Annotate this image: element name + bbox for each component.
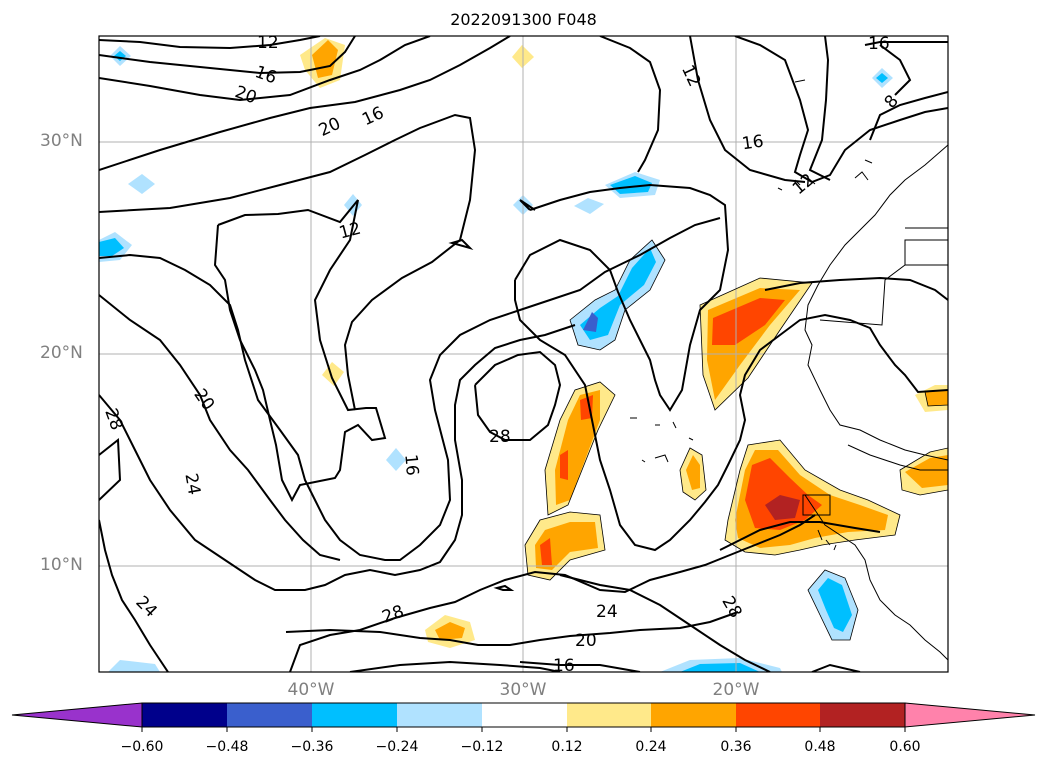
contour-label: 28 <box>489 427 511 447</box>
contour-label: 20 <box>232 82 259 108</box>
colorbar-segment <box>397 703 482 727</box>
lon-label-40w: 40°W <box>287 680 335 700</box>
colorbar-tick-label: −0.48 <box>205 739 249 755</box>
colorbar-segment <box>820 703 905 727</box>
lat-label-30n: 30°N <box>40 131 83 151</box>
map-title: 2022091300 F048 <box>450 10 597 29</box>
contour-label: 28 <box>380 602 407 628</box>
colorbar-segment <box>482 703 567 727</box>
contour-label: 24 <box>180 472 203 497</box>
coastlines <box>630 79 948 661</box>
colorbar-tick-label: −0.12 <box>460 739 504 755</box>
contour-label: 16 <box>252 62 279 88</box>
lon-label-20w: 20°W <box>712 680 760 700</box>
contour-label: 8 <box>881 91 903 112</box>
contour-label: 20 <box>189 385 218 414</box>
colorbar-tickmarks <box>141 727 906 732</box>
colorbar-tick-label: 0.24 <box>635 739 667 755</box>
colorbar-segment <box>736 703 820 727</box>
lon-label-30w: 30°W <box>499 680 547 700</box>
colorbar-frame <box>141 702 906 728</box>
colorbar-extend-low <box>11 702 143 728</box>
negative-shading <box>99 46 893 672</box>
contour-label: 16 <box>741 131 765 154</box>
contour-label: 28 <box>100 406 126 433</box>
contour-label: 16 <box>359 103 387 130</box>
lat-label-10n: 10°N <box>40 555 83 575</box>
colorbar-extend-high <box>904 702 1036 728</box>
colorbar-tick-label: −0.36 <box>290 739 334 755</box>
positive-shading <box>300 38 948 648</box>
colorbar-tick-label: 0.60 <box>889 739 921 755</box>
contour-label: 16 <box>553 656 575 676</box>
colorbar-segment <box>312 703 397 727</box>
thin-contours <box>524 239 948 641</box>
colorbar-segment <box>142 703 227 727</box>
colorbar-tick-label: 0.12 <box>551 739 583 755</box>
colorbar <box>11 702 1036 732</box>
contour-label: 20 <box>575 631 597 651</box>
contour-lines <box>99 36 948 672</box>
lat-label-20n: 20°N <box>40 343 83 363</box>
colorbar-tick-label: 0.48 <box>804 739 836 755</box>
contour-label: 16 <box>400 453 422 476</box>
contour-label: 24 <box>131 592 160 621</box>
plot-frame <box>98 35 949 673</box>
contour-label: 16 <box>868 34 890 54</box>
contour-label: 12 <box>337 219 363 244</box>
colorbar-segment <box>651 703 736 727</box>
colorbar-segment <box>567 703 651 727</box>
contour-label: 24 <box>596 602 618 622</box>
colorbar-segment <box>227 703 312 727</box>
contour-label: 12 <box>789 170 818 199</box>
contour-label: 20 <box>316 114 344 141</box>
contour-label: 12 <box>257 33 279 53</box>
colorbar-tick-label: −0.24 <box>375 739 419 755</box>
colorbar-tick-label: 0.36 <box>720 739 752 755</box>
colorbar-tick-label: −0.60 <box>120 739 164 755</box>
